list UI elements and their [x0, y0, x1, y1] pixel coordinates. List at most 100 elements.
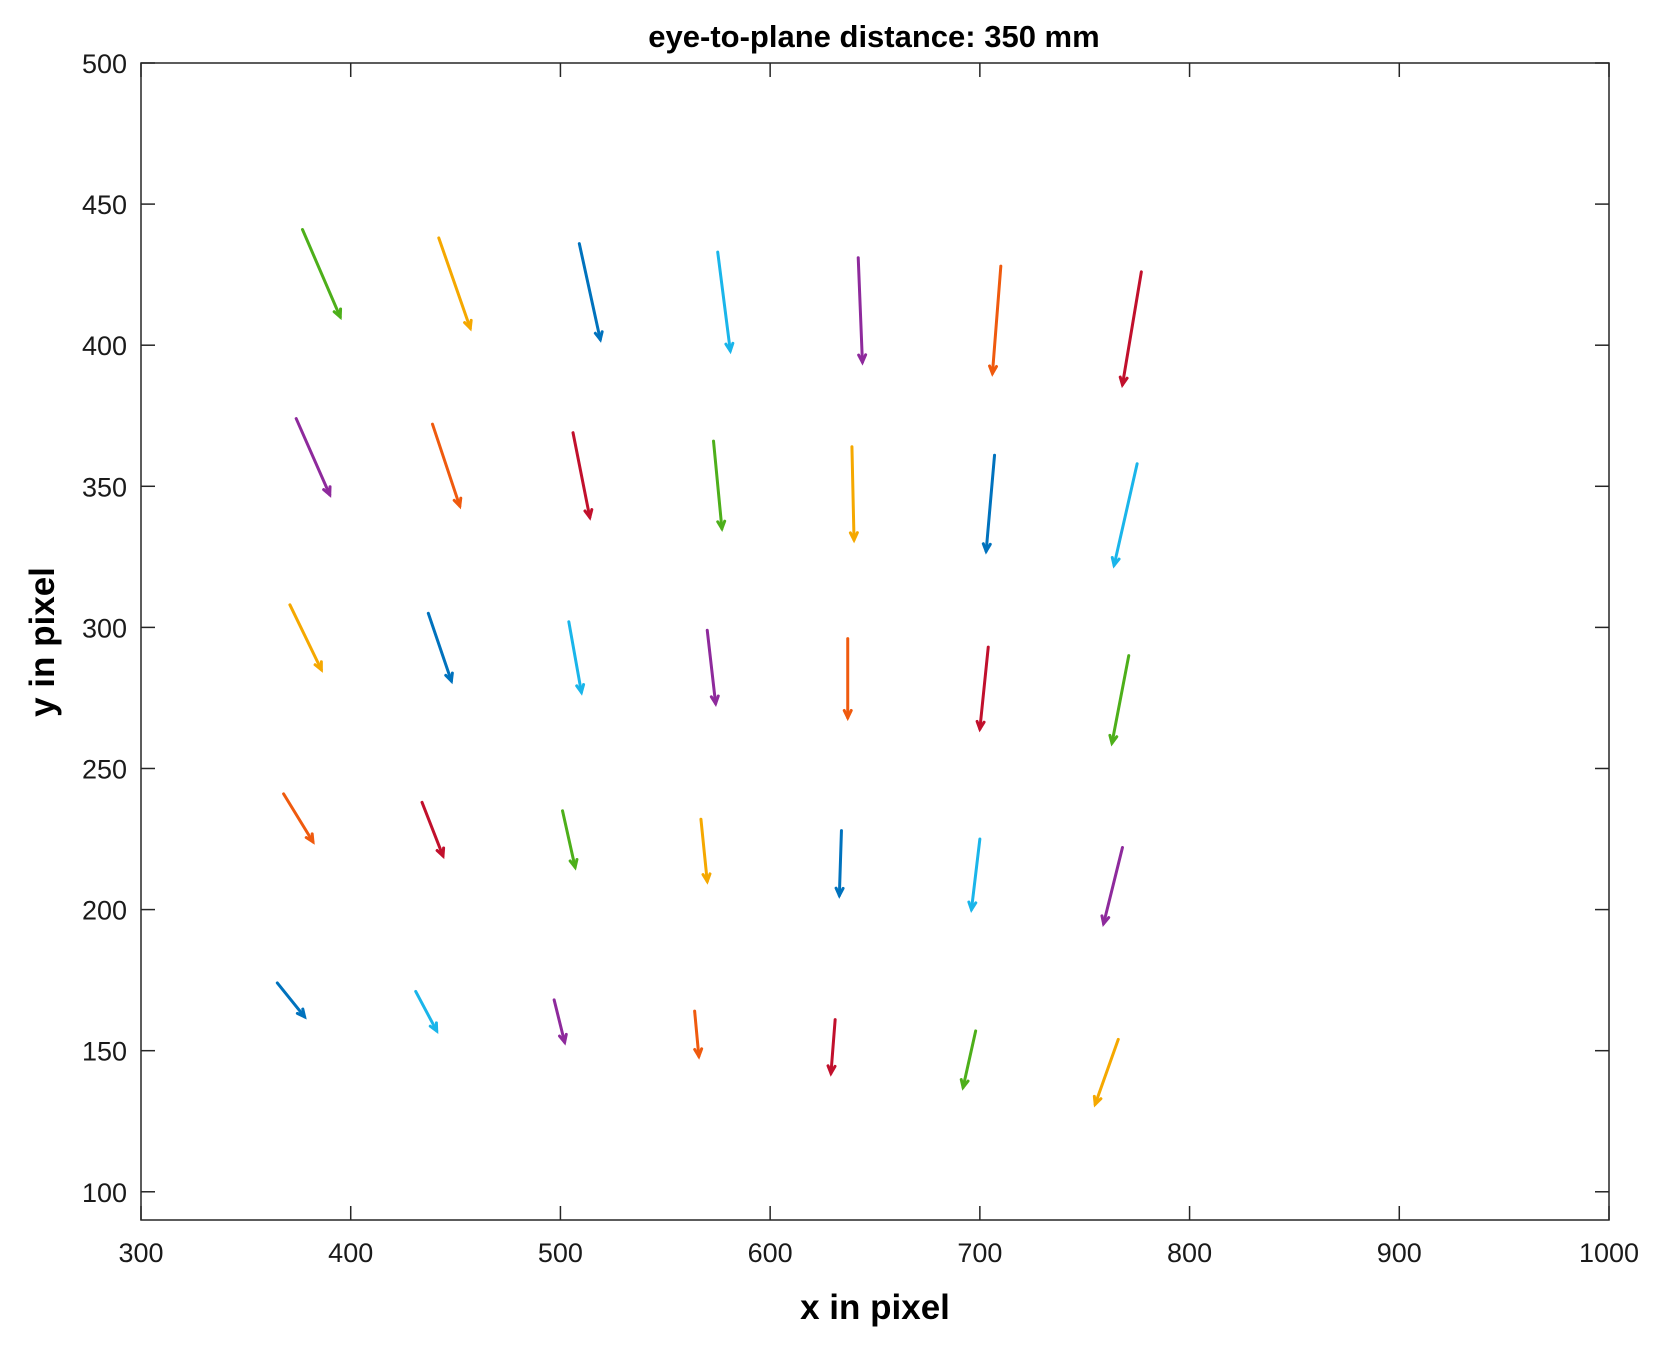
arrow-head	[1118, 375, 1129, 389]
arrow-head	[452, 496, 463, 510]
arrow-head	[313, 660, 323, 673]
arrow-shaft	[984, 453, 997, 553]
arrow-shaft	[990, 264, 1003, 375]
arrow-head	[857, 353, 868, 366]
x-tick-label: 600	[748, 1238, 793, 1268]
arrow-shaft	[300, 227, 342, 319]
arrow-head	[435, 846, 446, 860]
arrow-head	[709, 694, 720, 708]
vector-arrow	[571, 431, 594, 521]
vector-arrow	[705, 628, 720, 708]
arrow-shaft	[282, 792, 315, 844]
y-tick-label: 150	[82, 1037, 127, 1067]
arrow-head	[1092, 1094, 1103, 1108]
vector-arrow	[699, 817, 712, 885]
arrow-shaft	[1112, 462, 1139, 567]
y-tick-label: 500	[82, 49, 127, 79]
arrow-shaft	[699, 817, 709, 883]
arrow-shaft	[716, 250, 732, 353]
arrow-head	[981, 542, 992, 555]
vector-arrow	[1092, 1037, 1120, 1108]
vector-arrow	[1110, 462, 1139, 569]
vector-arrow	[431, 422, 463, 510]
vector-arrow	[826, 1018, 837, 1077]
plot-area	[140, 62, 1610, 1221]
arrow-shaft	[1120, 270, 1143, 387]
arrow-head	[988, 364, 998, 377]
arrow-head	[826, 1064, 837, 1077]
chart-title: eye-to-plane distance: 350 mm	[648, 19, 1099, 54]
y-tick-label: 200	[82, 896, 127, 926]
arrow-head	[693, 1047, 704, 1060]
vector-arrow	[437, 236, 473, 332]
arrow-head	[428, 1021, 439, 1034]
vector-arrow	[988, 264, 1003, 377]
vector-arrow	[856, 256, 868, 366]
arrow-shaft	[693, 1009, 701, 1058]
vector-arrow	[420, 800, 446, 860]
x-tick-label: 800	[1167, 1238, 1212, 1268]
arrow-shaft	[414, 989, 439, 1033]
arrow-shaft	[961, 1029, 978, 1089]
vector-arrow	[716, 250, 735, 355]
arrow-head	[444, 671, 454, 685]
arrow-head	[842, 708, 853, 722]
vector-arrow	[842, 637, 853, 722]
axis-ticks: 300 400 500 600 700 800 900 1000 100 150 200 250 300…	[82, 49, 1639, 1268]
arrow-shaft	[829, 1018, 837, 1075]
arrow-shaft	[1110, 654, 1131, 745]
arrow-head	[834, 886, 845, 899]
arrow-shaft	[978, 645, 990, 731]
vector-arrow	[561, 809, 579, 871]
vector-arrow	[300, 227, 343, 321]
y-tick-label: 450	[82, 190, 127, 220]
arrow-head	[967, 900, 978, 914]
vector-arrow	[848, 445, 859, 544]
arrow-head	[975, 719, 986, 733]
vector-arrow	[414, 989, 439, 1034]
arrow-shaft	[969, 837, 982, 912]
arrow-shaft	[567, 620, 583, 694]
arrow-shaft	[571, 431, 592, 519]
arrow-shaft	[1093, 1037, 1120, 1106]
y-axis-label: y in pixel	[23, 567, 62, 717]
vector-arrow	[1100, 846, 1124, 928]
vector-arrow	[288, 603, 323, 673]
arrow-head	[593, 330, 604, 343]
vector-arrow	[294, 417, 332, 498]
arrow-shaft	[1102, 846, 1124, 926]
arrow-shaft	[577, 242, 602, 342]
arrow-shaft	[275, 981, 307, 1019]
arrow-shaft	[856, 256, 864, 364]
vector-arrow	[975, 645, 990, 733]
arrow-field	[275, 227, 1143, 1108]
arrow-shaft	[705, 628, 718, 706]
vector-arrow	[693, 1009, 704, 1060]
x-tick-label: 300	[118, 1238, 163, 1268]
arrow-head	[575, 683, 586, 696]
x-tick-label: 700	[957, 1238, 1002, 1268]
arrow-shaft	[294, 417, 332, 497]
x-tick-label: 1000	[1579, 1238, 1639, 1268]
x-tick-label: 400	[328, 1238, 373, 1268]
y-tick-label: 250	[82, 754, 127, 784]
arrow-head	[463, 318, 473, 332]
vector-arrow	[426, 611, 454, 685]
arrow-shaft	[712, 439, 724, 531]
arrow-head	[1100, 914, 1111, 928]
vector-arrow	[577, 242, 604, 343]
y-tick-label: 100	[82, 1178, 127, 1208]
vector-arrow	[552, 998, 568, 1046]
vector-arrow	[712, 439, 727, 533]
vector-arrow	[1108, 654, 1131, 747]
y-tick-label: 300	[82, 613, 127, 643]
arrow-head	[304, 832, 315, 845]
arrow-head	[558, 1032, 568, 1046]
vector-arrow	[282, 792, 315, 845]
arrow-shaft	[552, 998, 567, 1044]
vector-arrow	[1118, 270, 1143, 389]
x-tick-label: 900	[1377, 1238, 1422, 1268]
vector-arrow	[967, 837, 982, 914]
arrow-head	[322, 485, 332, 498]
